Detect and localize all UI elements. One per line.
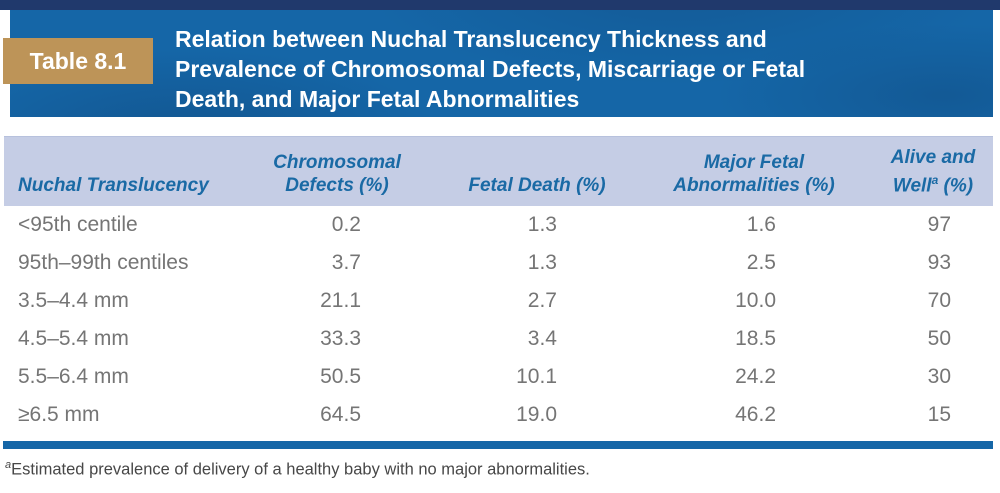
cell-nuchal-translucency: 4.5–5.4 mm	[18, 327, 129, 350]
cell-alive-and-well: 70	[927, 289, 951, 312]
cell-nuchal-translucency: 5.5–6.4 mm	[18, 365, 129, 388]
table-title: Relation between Nuchal Translucency Thi…	[175, 24, 915, 114]
cell-fetal-death: 19.0	[516, 403, 557, 426]
cell-fetal-death: 2.7	[527, 289, 557, 312]
column-header-label: Fetal Death (%)	[468, 175, 606, 196]
column-header-label: Defects (%)	[285, 175, 389, 196]
footnote-text: Estimated prevalence of delivery of a he…	[11, 460, 590, 479]
cell-chromosomal-defects: 21.1	[320, 289, 361, 312]
top-navy-strip	[0, 0, 1000, 10]
column-header-chromosomal-defects: Chromosomal Defects (%)	[234, 151, 440, 197]
table-header-row: Nuchal Translucency Chromosomal Defects …	[4, 136, 993, 206]
cell-alive-and-well: 97	[927, 213, 951, 236]
cell-major-fetal-abnormalities: 24.2	[735, 365, 776, 388]
cell-nuchal-translucency: 95th–99th centiles	[18, 251, 189, 274]
cell-alive-and-well: 93	[927, 251, 951, 274]
column-header-label: Well	[892, 175, 932, 196]
table-title-line-3: Death, and Major Fetal Abnormalities	[175, 86, 580, 112]
table-title-line-1: Relation between Nuchal Translucency Thi…	[175, 26, 767, 52]
table-bottom-rule	[3, 441, 993, 449]
column-header-label: Major Fetal	[703, 152, 805, 173]
column-header-label: (%)	[938, 175, 974, 196]
cell-chromosomal-defects: 64.5	[320, 403, 361, 426]
cell-nuchal-translucency: <95th centile	[18, 213, 138, 236]
table-number-badge: Table 8.1	[3, 38, 153, 84]
table-row: ≥6.5 mm 64.5 19.0 46.2 15	[4, 396, 993, 434]
table-title-line-2: Prevalence of Chromosomal Defects, Misca…	[175, 56, 806, 82]
cell-nuchal-translucency: 3.5–4.4 mm	[18, 289, 129, 312]
table-row: 5.5–6.4 mm 50.5 10.1 24.2 30	[4, 358, 993, 396]
cell-nuchal-translucency: ≥6.5 mm	[18, 403, 100, 426]
cell-major-fetal-abnormalities: 10.0	[735, 289, 776, 312]
table-row: 3.5–4.4 mm 21.1 2.7 10.0 70	[4, 282, 993, 320]
table-number-label: Table 8.1	[29, 47, 127, 74]
table-body: <95th centile 0.2 1.3 1.6 97 95th–99th c…	[4, 206, 993, 434]
cell-alive-and-well: 50	[927, 327, 951, 350]
table-row: 4.5–5.4 mm 33.3 3.4 18.5 50	[4, 320, 993, 358]
cell-chromosomal-defects: 33.3	[320, 327, 361, 350]
cell-fetal-death: 3.4	[527, 327, 557, 350]
column-header-nuchal-translucency: Nuchal Translucency	[4, 174, 234, 197]
cell-fetal-death: 1.3	[527, 213, 557, 236]
cell-major-fetal-abnormalities: 2.5	[746, 251, 776, 274]
cell-chromosomal-defects: 3.7	[331, 251, 361, 274]
table-header-band: Relation between Nuchal Translucency Thi…	[10, 10, 993, 117]
table-row: <95th centile 0.2 1.3 1.6 97	[4, 206, 993, 244]
column-header-major-fetal-abnormalities: Major Fetal Abnormalities (%)	[634, 151, 874, 197]
cell-chromosomal-defects: 0.2	[331, 213, 361, 236]
footnote-marker: a	[931, 172, 939, 187]
column-header-alive-and-well: Alive and Wella (%)	[874, 146, 992, 197]
column-header-label: Abnormalities (%)	[673, 175, 835, 196]
column-header-label: Chromosomal	[273, 152, 401, 173]
column-header-fetal-death: Fetal Death (%)	[440, 174, 634, 197]
cell-alive-and-well: 15	[927, 403, 951, 426]
cell-chromosomal-defects: 50.5	[320, 365, 361, 388]
column-header-label: Nuchal Translucency	[18, 175, 209, 196]
cell-major-fetal-abnormalities: 18.5	[735, 327, 776, 350]
cell-alive-and-well: 30	[927, 365, 951, 388]
footnote-marker: a	[5, 459, 12, 471]
cell-major-fetal-abnormalities: 1.6	[746, 213, 776, 236]
cell-fetal-death: 1.3	[527, 251, 557, 274]
cell-major-fetal-abnormalities: 46.2	[735, 403, 776, 426]
table-footnote: aEstimated prevalence of delivery of a h…	[5, 459, 590, 480]
table-row: 95th–99th centiles 3.7 1.3 2.5 93	[4, 244, 993, 282]
column-header-label: Alive and	[890, 146, 976, 168]
cell-fetal-death: 10.1	[516, 365, 557, 388]
